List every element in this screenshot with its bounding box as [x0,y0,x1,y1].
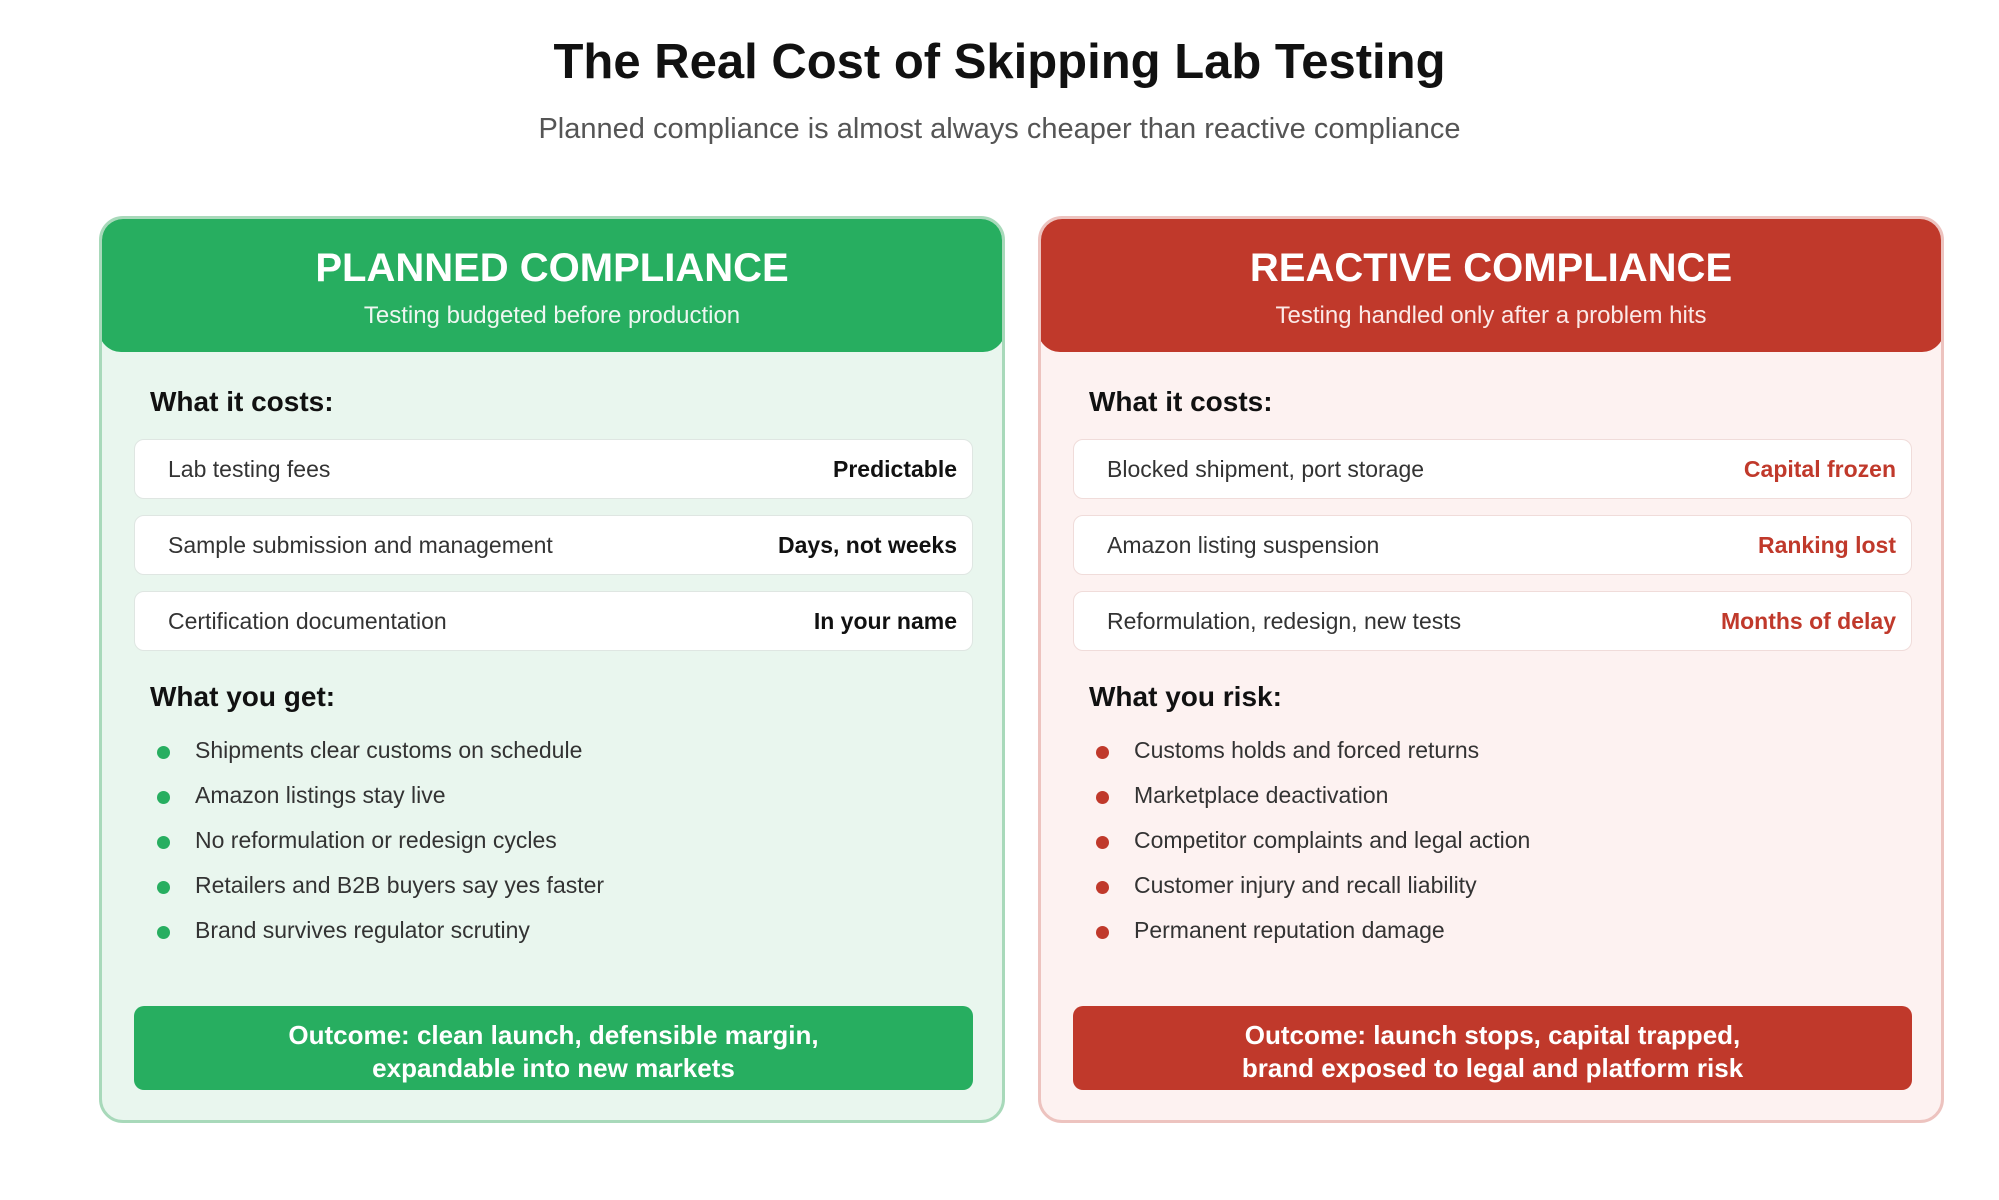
outcome-line: expandable into new markets [372,1053,735,1083]
reactive-card-title: REACTIVE COMPLIANCE [1249,246,1733,290]
bullet-dot-icon [157,746,170,759]
reactive-card-header: REACTIVE COMPLIANCE Testing handled only… [1041,219,1941,352]
cost-label: Sample submission and management [168,532,553,558]
bullet-dot-icon [1096,926,1109,939]
planned-outcome-banner: Outcome: clean launch, defensible margin… [134,1006,973,1090]
outcome-line: Outcome: launch stops, capital trapped, [1244,1020,1741,1050]
planned-list-heading: What you get: [150,681,336,712]
planned-cost-row: Certification documentation In your name [134,591,973,651]
cost-value: In your name [813,608,957,634]
cost-label: Certification documentation [168,608,447,634]
outcome-line: Outcome: clean launch, defensible margin… [288,1020,819,1050]
bullet-dot-icon [1096,836,1109,849]
planned-cost-row: Sample submission and management Days, n… [134,515,973,575]
reactive-compliance-card: REACTIVE COMPLIANCE Testing handled only… [1038,216,1944,1123]
bullet-dot-icon [1096,746,1109,759]
bullet-dot-icon [157,881,170,894]
cost-label: Blocked shipment, port storage [1107,456,1425,482]
cost-value: Capital frozen [1743,456,1896,482]
bullet-dot-icon [1096,881,1109,894]
cost-label: Lab testing fees [168,456,331,482]
cost-value: Predictable [833,456,957,482]
bullet-dot-icon [157,926,170,939]
bullet-dot-icon [157,791,170,804]
planned-costs-heading: What it costs: [150,386,334,417]
planned-card-header: PLANNED COMPLIANCE Testing budgeted befo… [102,219,1002,352]
reactive-costs-heading: What it costs: [1089,386,1273,417]
page-title: The Real Cost of Skipping Lab Testing [553,35,1446,89]
planned-card-title: PLANNED COMPLIANCE [315,246,789,290]
planned-card-subtitle: Testing budgeted before production [363,302,741,329]
cost-value: Months of delay [1720,608,1896,634]
reactive-list-heading: What you risk: [1089,681,1282,712]
reactive-cost-row: Blocked shipment, port storage Capital f… [1073,439,1912,499]
reactive-cost-row: Amazon listing suspension Ranking lost [1073,515,1912,575]
planned-cost-row: Lab testing fees Predictable [134,439,973,499]
cost-label: Reformulation, redesign, new tests [1107,608,1462,634]
reactive-card-subtitle: Testing handled only after a problem hit… [1275,302,1707,329]
cost-value: Days, not weeks [778,532,957,558]
bullet-dot-icon [1096,791,1109,804]
planned-compliance-card: PLANNED COMPLIANCE Testing budgeted befo… [99,216,1005,1123]
reactive-outcome-banner: Outcome: launch stops, capital trapped, … [1073,1006,1912,1090]
outcome-line: brand exposed to legal and platform risk [1241,1053,1744,1083]
cost-value: Ranking lost [1757,532,1896,558]
cost-label: Amazon listing suspension [1107,532,1380,558]
reactive-cost-row: Reformulation, redesign, new tests Month… [1073,591,1912,651]
bullet-dot-icon [157,836,170,849]
page-subtitle: Planned compliance is almost always chea… [538,113,1461,145]
